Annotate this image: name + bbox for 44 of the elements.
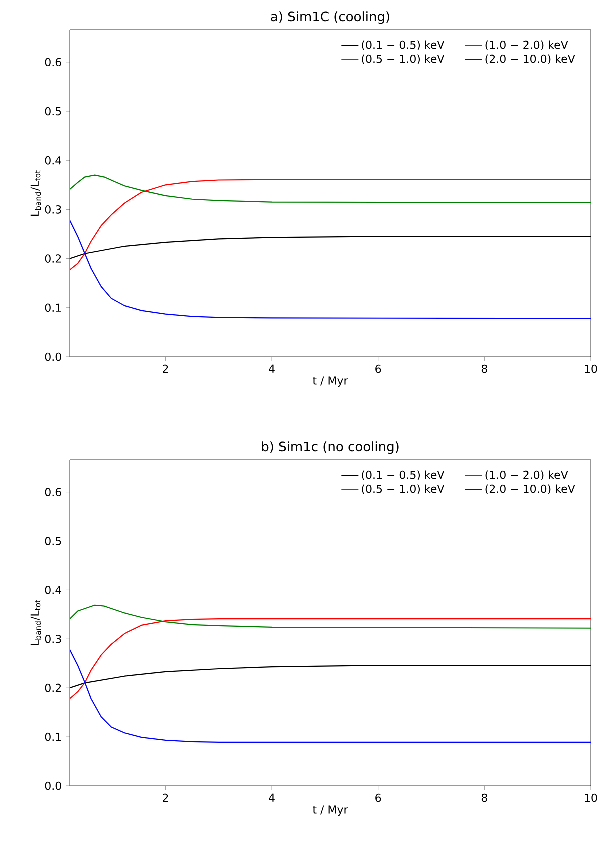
y-tick-label: 0.2	[45, 254, 62, 263]
x-tick-label: 10	[585, 794, 598, 802]
y-tick-label: 0.1	[45, 304, 62, 312]
y-tick-label: 0.2	[45, 684, 62, 692]
line-series	[70, 220, 591, 320]
y-axis-title: L$_{band}$/L$_{tot}$	[30, 600, 42, 646]
y-axis-title: L$_{band}$/L$_{tot}$	[30, 170, 42, 216]
x-axis-title: t / Myr	[313, 376, 348, 388]
y-tick-label: 0.6	[45, 58, 62, 67]
x-tick-label: 4	[269, 364, 275, 373]
line-series	[70, 174, 591, 204]
x-tick-label: 8	[482, 794, 488, 802]
y-tick-label: 0.3	[45, 206, 62, 214]
x-tick-label: 6	[376, 364, 382, 374]
y-tick-label: 0.3	[45, 634, 62, 644]
legend-label: (0.5 − 1.0) keV	[362, 54, 445, 65]
legend-label: (2.0 − 10.0) keV	[486, 484, 576, 495]
x-tick-label: 2	[163, 364, 168, 374]
y-tick-label: 0.6	[45, 488, 62, 496]
legend-label: (0.1 − 0.5) keV	[362, 470, 445, 481]
x-tick-label: 8	[482, 364, 488, 374]
x-tick-label: 2	[163, 794, 168, 802]
chart-title: b) Sim1c (no cooling)	[262, 442, 399, 454]
y-tick-label: 0.5	[45, 537, 62, 546]
line-series	[70, 604, 591, 629]
legend-label: (1.0 − 2.0) keV	[486, 470, 568, 481]
x-tick-label: 4	[269, 794, 275, 802]
y-tick-label: 0.1	[45, 732, 62, 742]
y-tick-label: 0.0	[45, 782, 62, 790]
x-tick-label: 10	[585, 364, 598, 374]
legend-label: (0.5 − 1.0) keV	[362, 484, 445, 495]
legend-label: (0.1 − 0.5) keV	[362, 40, 445, 51]
y-tick-label: 0.4	[45, 156, 62, 165]
chart-title: a) Sim1C (cooling)	[271, 12, 390, 24]
legend-label: (2.0 − 10.0) keV	[486, 54, 576, 65]
line-series	[70, 649, 591, 743]
line-series	[70, 179, 591, 271]
line-series	[70, 618, 591, 700]
x-tick-label: 6	[376, 794, 382, 802]
y-tick-label: 0.0	[45, 352, 62, 362]
y-tick-label: 0.4	[45, 586, 62, 594]
legend-label: (1.0 − 2.0) keV	[486, 40, 568, 51]
y-tick-label: 0.5	[45, 107, 62, 116]
x-axis-title: t / Myr	[313, 806, 348, 816]
